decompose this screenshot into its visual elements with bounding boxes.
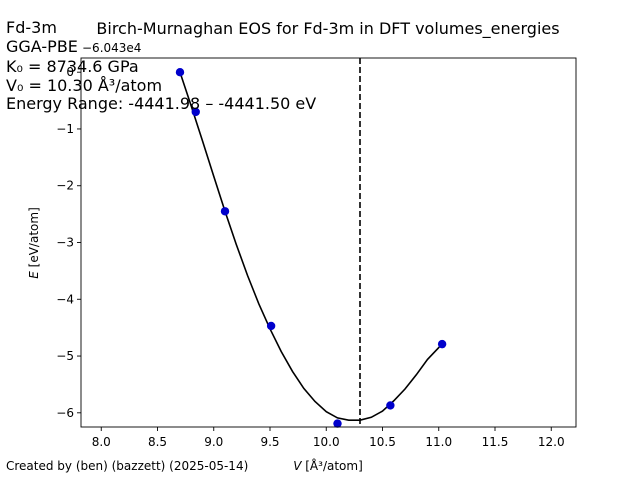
axes-frame	[80, 57, 577, 428]
y-tick-label: −2	[56, 179, 74, 193]
plot-area: 8.0 8.5 9.0 9.5 10.0 10.5 11.0 11.5 12.0 0 −1 −2 −3 −…	[56, 57, 577, 449]
equilibrium-volume-label: V₀ = 10.30 Å³/atom	[6, 76, 163, 95]
data-point	[191, 107, 200, 117]
x-tick-label: 9.0	[204, 435, 223, 449]
chart-title: Birch-Murnaghan EOS for Fd-3m in DFT vol…	[96, 19, 559, 39]
energy-range-label: Energy Range: -4441.98 – -4441.50 eV	[6, 94, 317, 113]
x-tick-label: 10.0	[313, 435, 340, 449]
x-tick-label: 9.5	[260, 435, 279, 449]
x-tick-label: 8.0	[92, 435, 111, 449]
phase-label: Fd-3m	[6, 18, 57, 37]
data-point	[220, 207, 230, 216]
y-tick-label: 0	[66, 65, 74, 79]
data-point	[175, 67, 185, 77]
data-point	[333, 419, 342, 428]
y-tick-label: −6	[56, 406, 74, 420]
y-tick-label: −5	[56, 349, 74, 363]
data-point	[386, 401, 395, 410]
data-point	[266, 321, 276, 331]
x-tick-label: 10.5	[369, 435, 396, 449]
x-tick-label: 12.0	[538, 435, 565, 449]
data-point	[437, 339, 447, 349]
y-tick-label: −3	[56, 236, 74, 250]
y-axis-label: E [eV/atom]	[27, 207, 41, 279]
bulk-modulus-label: K₀ = 8734.6 GPa	[6, 57, 139, 76]
y-tick-label: −1	[56, 122, 74, 136]
eos-fit-curve	[179, 71, 443, 421]
y-offset-text: −6.043e4	[82, 41, 141, 55]
x-tick-label: 11.0	[425, 435, 452, 449]
x-axis-label: V [Å³/atom]	[293, 458, 363, 473]
y-tick-label: −4	[56, 292, 74, 306]
x-tick-label: 8.5	[148, 435, 167, 449]
x-tick-label: 11.5	[482, 435, 509, 449]
functional-label: GGA-PBE	[6, 37, 78, 56]
credit-footer: Created by (ben) (bazzett) (2025-05-14)	[6, 459, 249, 473]
